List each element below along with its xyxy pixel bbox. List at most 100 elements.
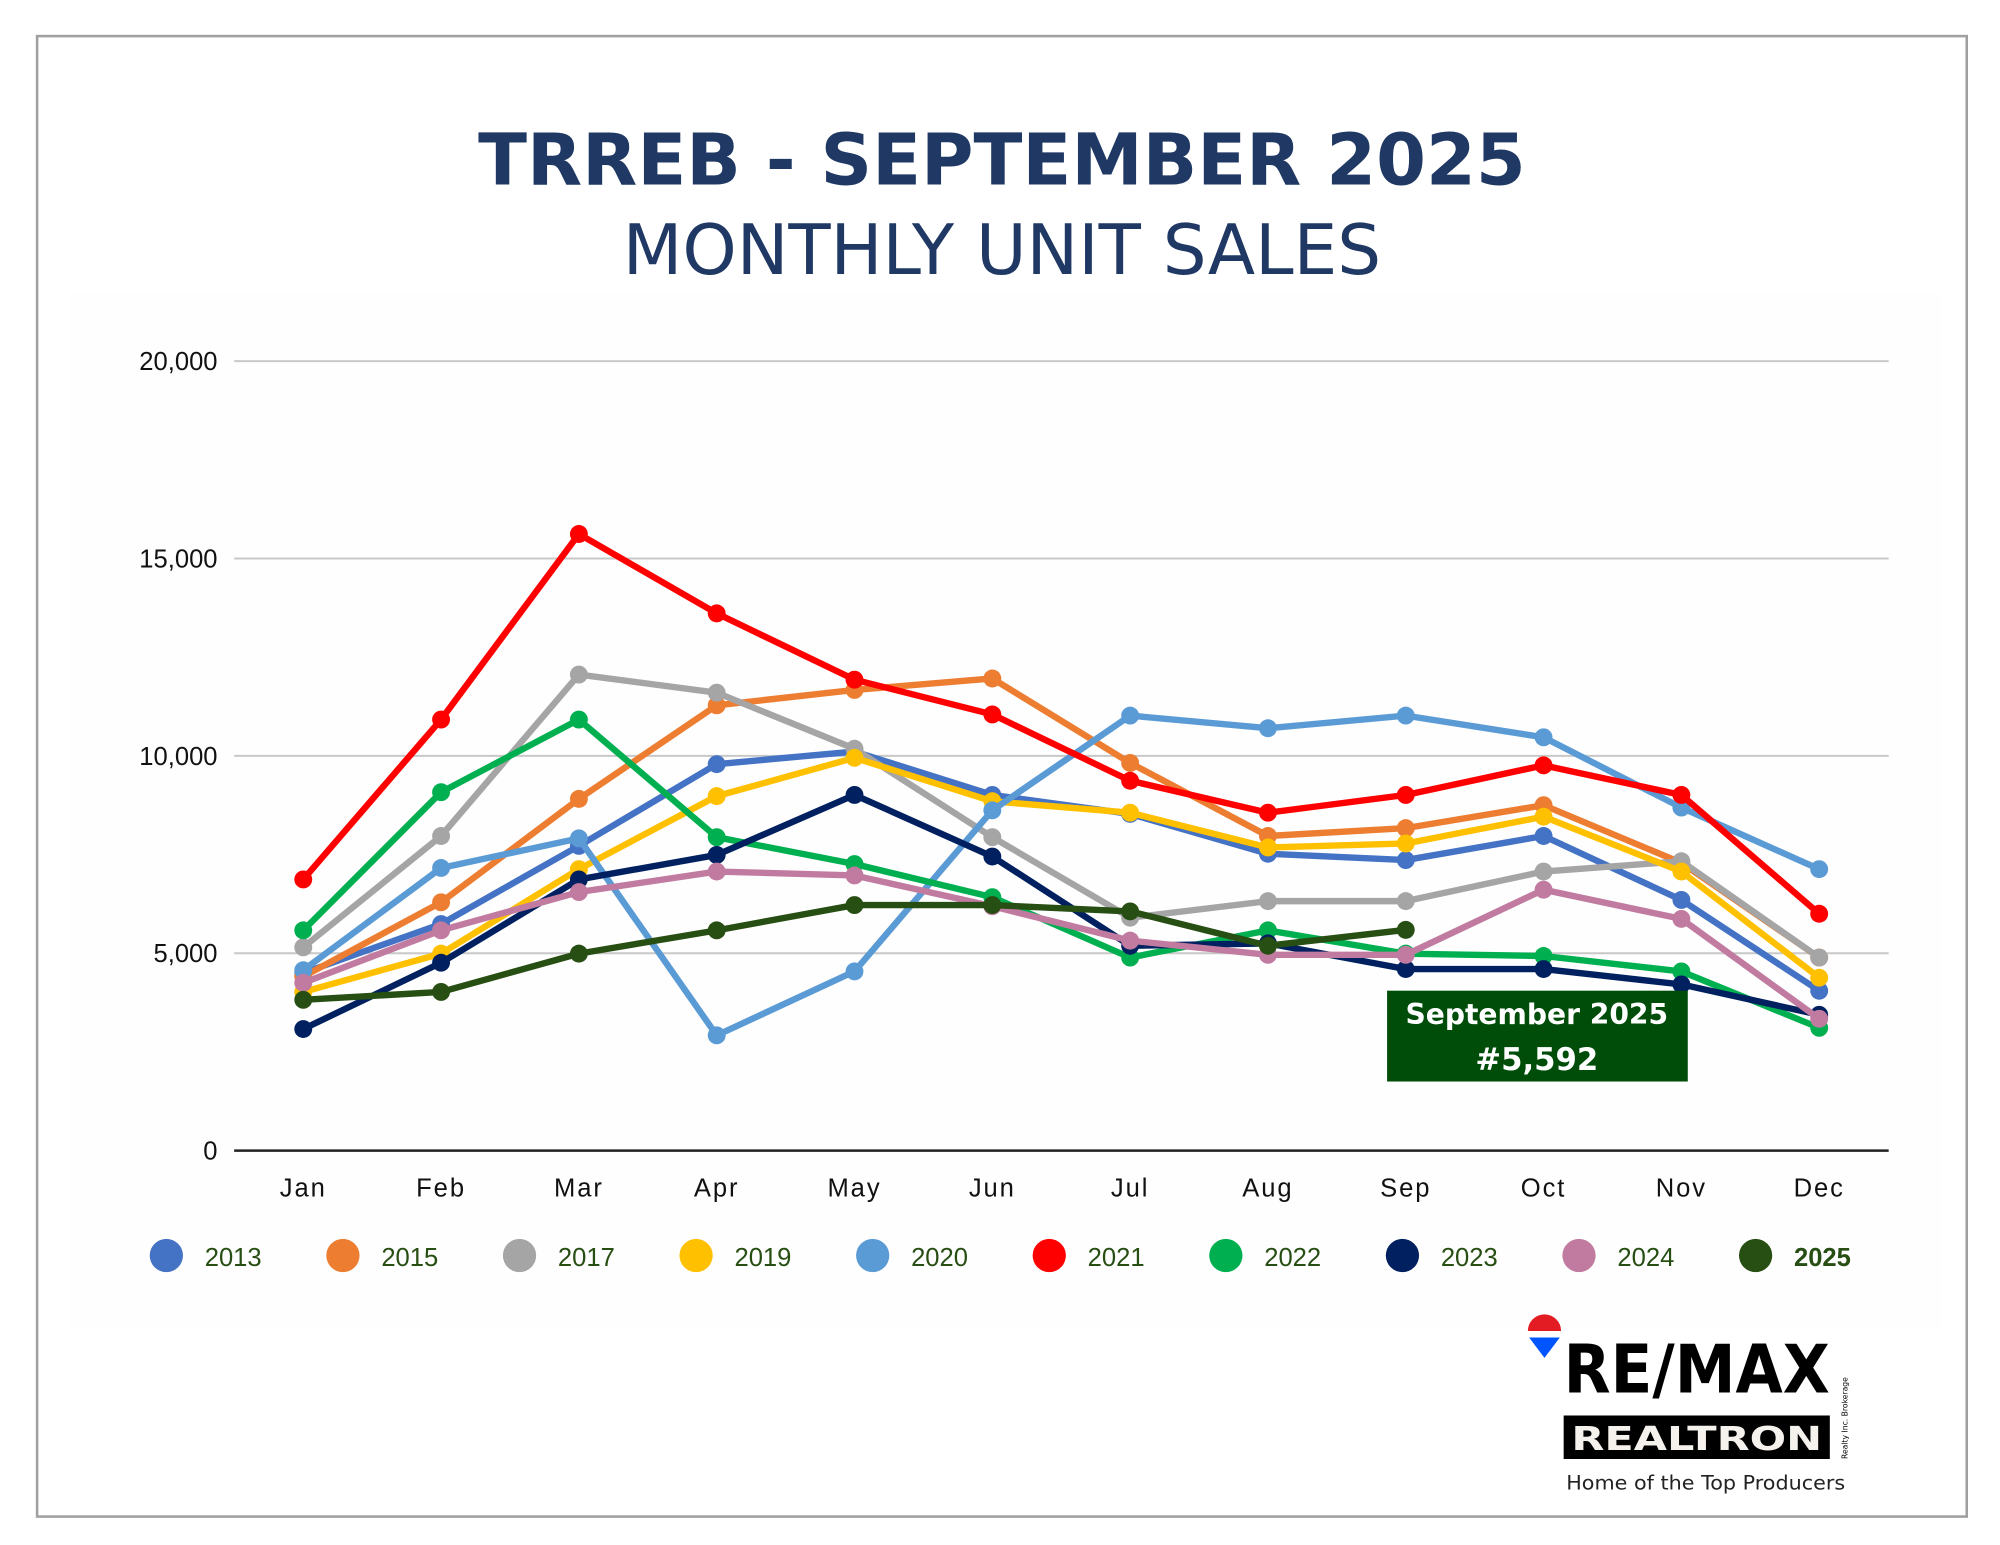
data-point-2022-Apr bbox=[707, 828, 726, 847]
data-point-2021-Jan bbox=[294, 870, 313, 889]
data-point-2023-Oct bbox=[1534, 960, 1553, 978]
legend-item-2017: 2017 bbox=[502, 1238, 615, 1273]
plot-background bbox=[70, 292, 1942, 1329]
data-point-2013-Sep bbox=[1396, 851, 1415, 870]
data-point-2024-Feb bbox=[432, 921, 451, 940]
data-point-2024-May bbox=[845, 866, 864, 885]
data-point-2025-Jun bbox=[983, 896, 1002, 915]
data-point-2020-Sep bbox=[1396, 706, 1415, 725]
data-point-2017-Apr bbox=[707, 683, 726, 702]
remax-logo: RE/MAX REALTRON Realty Inc. Brokerage Ho… bbox=[1527, 1314, 1850, 1495]
data-point-2022-Nov bbox=[1672, 962, 1691, 981]
data-point-2021-May bbox=[845, 670, 864, 689]
data-point-2024-Oct bbox=[1534, 880, 1553, 899]
legend-item-2019: 2019 bbox=[679, 1238, 791, 1273]
legend-marker bbox=[1209, 1238, 1243, 1273]
data-point-2017-Mar bbox=[569, 665, 588, 684]
data-point-2025-Aug bbox=[1258, 936, 1277, 955]
data-point-2025-Jan bbox=[294, 990, 313, 1009]
logo-sub: Realty Inc. Brokerage bbox=[1841, 1377, 1850, 1459]
legend-label: 2020 bbox=[911, 1244, 968, 1272]
data-point-2023-Sep bbox=[1396, 960, 1415, 978]
y-tick-label: 15,000 bbox=[139, 545, 217, 573]
legend-label: 2017 bbox=[558, 1244, 615, 1272]
data-point-2019-Oct bbox=[1534, 807, 1553, 826]
x-tick-label: Nov bbox=[1656, 1175, 1707, 1203]
legend-marker bbox=[679, 1238, 713, 1273]
x-tick-label: May bbox=[827, 1175, 881, 1203]
data-point-2021-Jun bbox=[983, 705, 1002, 724]
data-point-2017-Aug bbox=[1258, 892, 1277, 911]
x-tick-label: Oct bbox=[1521, 1175, 1567, 1203]
data-point-2017-Jan bbox=[294, 938, 313, 957]
data-point-2024-Mar bbox=[569, 883, 588, 902]
data-point-2017-Jun bbox=[983, 828, 1002, 847]
data-point-2025-Apr bbox=[707, 921, 726, 940]
data-point-2021-Nov bbox=[1672, 785, 1691, 804]
data-point-2017-Feb bbox=[432, 827, 451, 845]
data-point-2020-Aug bbox=[1258, 719, 1277, 738]
data-point-2020-Feb bbox=[432, 859, 451, 877]
series-line-2021 bbox=[300, 530, 1822, 917]
data-point-2021-Jul bbox=[1121, 771, 1140, 790]
legend-label: 2023 bbox=[1441, 1244, 1498, 1272]
x-axis-ticks: Jan Feb Mar Apr May Jun Jul Aug Sep Oct Nov Dec bbox=[280, 1175, 1843, 1203]
data-point-2020-Nov bbox=[1672, 798, 1691, 817]
series-line-2019 bbox=[302, 754, 1822, 996]
y-tick-label: 0 bbox=[203, 1138, 217, 1166]
data-point-2024-Dec bbox=[1810, 1009, 1829, 1028]
legend-item-2022: 2022 bbox=[1209, 1238, 1321, 1273]
data-point-2022-Jan bbox=[294, 921, 313, 940]
data-point-2023-Jan bbox=[294, 1020, 313, 1038]
data-point-2019-Apr bbox=[707, 787, 726, 806]
data-point-2017-Dec bbox=[1810, 948, 1829, 967]
data-point-2021-Apr bbox=[707, 604, 726, 623]
series-group bbox=[294, 525, 1829, 1045]
data-point-2017-Oct bbox=[1534, 862, 1553, 881]
data-point-2025-Sep bbox=[1396, 920, 1415, 939]
legend-label: 2013 bbox=[205, 1244, 262, 1272]
legend-marker bbox=[856, 1238, 890, 1273]
data-point-2019-Nov bbox=[1672, 862, 1691, 881]
annotation-box: September 2025 #5,592 bbox=[1387, 990, 1688, 1082]
data-point-2015-Jul bbox=[1121, 754, 1140, 772]
data-point-2013-Oct bbox=[1534, 827, 1553, 845]
series-2024 bbox=[294, 862, 1829, 1028]
legend-label: 2025 bbox=[1794, 1244, 1851, 1272]
data-point-2023-May bbox=[845, 785, 864, 804]
data-point-2015-Mar bbox=[569, 789, 588, 808]
x-tick-label: Jul bbox=[1111, 1175, 1149, 1203]
legend-label: 2021 bbox=[1088, 1244, 1145, 1272]
data-point-2019-Sep bbox=[1396, 834, 1415, 853]
data-point-2013-Nov bbox=[1672, 890, 1691, 909]
legend-label: 2015 bbox=[381, 1244, 438, 1272]
legend-marker bbox=[1032, 1238, 1066, 1273]
series-line-2017 bbox=[301, 671, 1822, 961]
data-point-2015-Feb bbox=[432, 893, 451, 912]
data-point-2015-Jun bbox=[983, 669, 1002, 688]
data-point-2024-Jan bbox=[294, 973, 313, 992]
x-tick-label: Jan bbox=[280, 1175, 327, 1203]
data-point-2020-May bbox=[845, 962, 864, 981]
series-2017 bbox=[294, 665, 1829, 967]
data-point-2020-Mar bbox=[569, 829, 588, 848]
data-point-2024-Sep bbox=[1396, 945, 1415, 964]
balloon-icon bbox=[1527, 1314, 1562, 1358]
series-2020 bbox=[294, 706, 1829, 1045]
annotation-line2: #5,592 bbox=[1475, 1042, 1598, 1078]
data-point-2022-Oct bbox=[1534, 947, 1553, 965]
legend-item-2025: 2025 bbox=[1738, 1238, 1851, 1273]
legend-item-2023: 2023 bbox=[1385, 1238, 1498, 1273]
series-line-2020 bbox=[301, 712, 1821, 1039]
data-point-2015-Apr bbox=[707, 696, 726, 715]
series-line-2015 bbox=[301, 675, 1822, 980]
y-tick-label: 20,000 bbox=[139, 348, 217, 376]
y-axis-ticks: 0 5,000 10,000 15,000 20,000 bbox=[139, 348, 217, 1166]
data-point-2020-Apr bbox=[707, 1026, 726, 1045]
series-2025 bbox=[294, 896, 1415, 1009]
chart-subtitle: MONTHLY UNIT SALES bbox=[623, 211, 1381, 291]
legend-label: 2019 bbox=[734, 1244, 791, 1272]
legend-marker bbox=[326, 1238, 360, 1273]
legend: 2013 2015 2017 2019 2020 2021 2022 2023 2024 2025 bbox=[149, 1238, 1851, 1273]
